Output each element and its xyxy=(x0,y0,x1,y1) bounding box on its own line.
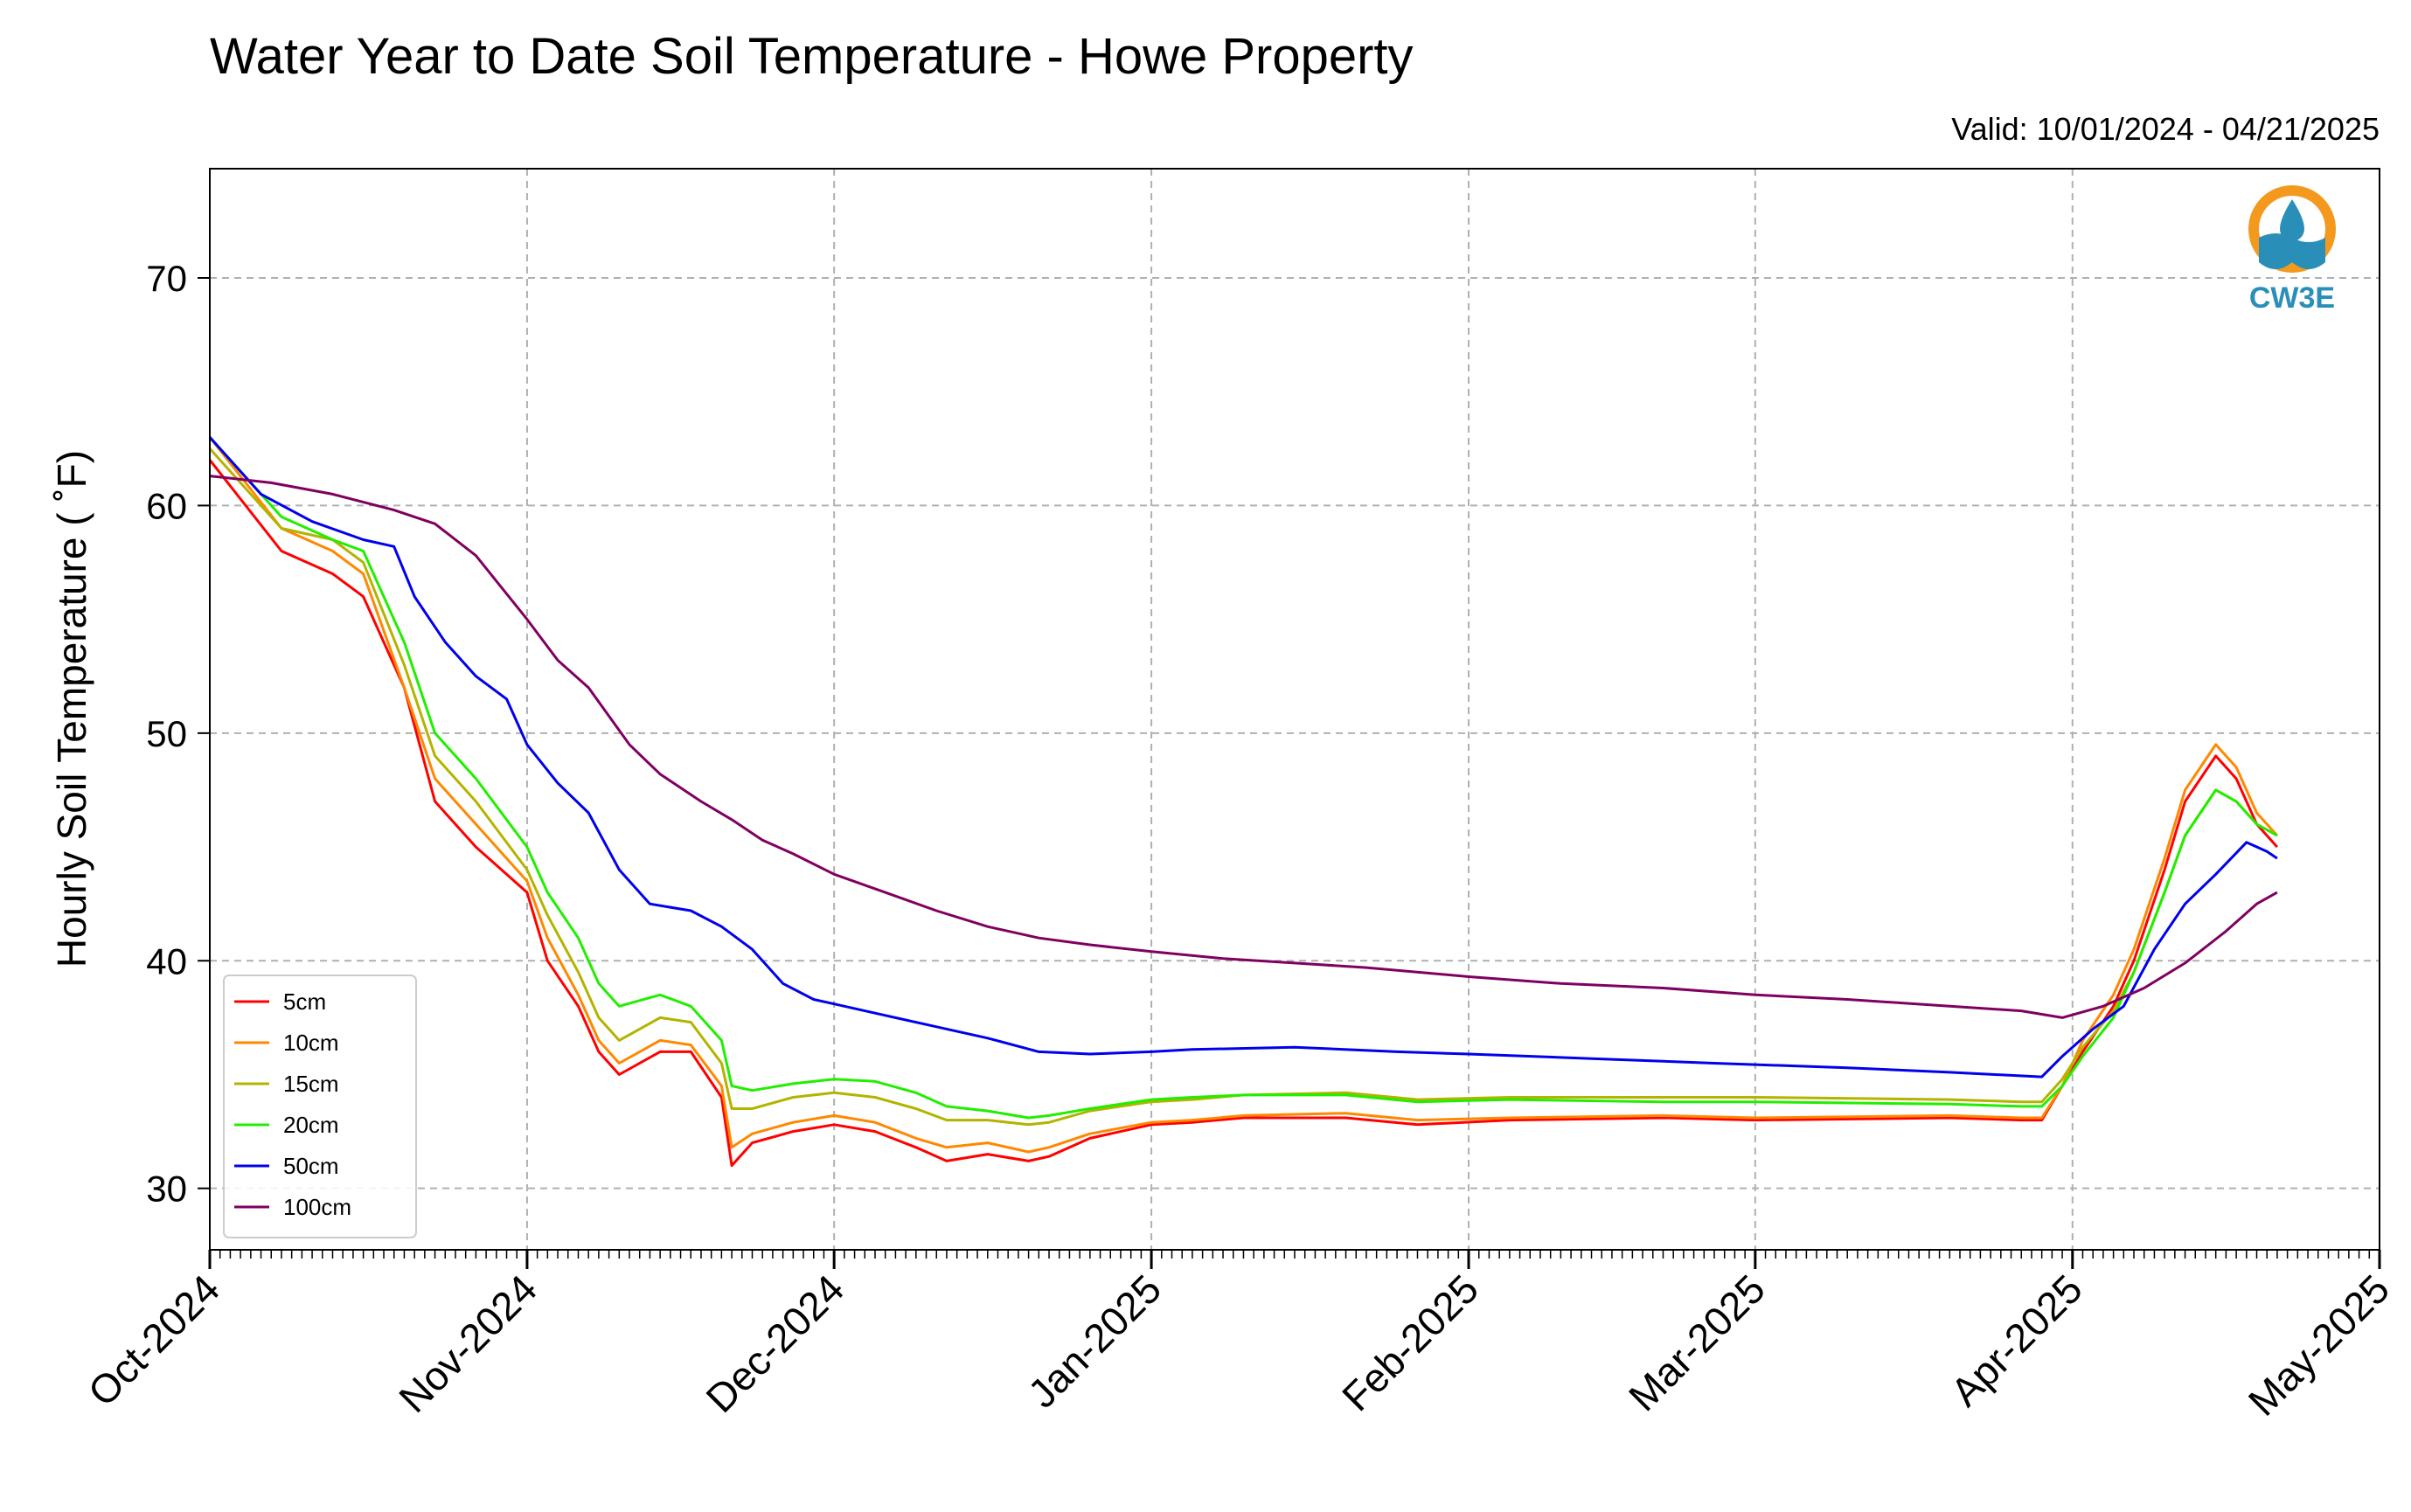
series-line-50cm xyxy=(208,436,2278,1079)
legend: 5cm 10cm 15cm 20cm 50cm 100cm xyxy=(223,974,417,1238)
legend-label: 20cm xyxy=(283,1112,339,1138)
y-tick-label: 60 xyxy=(146,485,187,526)
series-line-20cm xyxy=(208,436,2278,1120)
series-line-10cm xyxy=(208,436,2279,1154)
y-tick-label: 50 xyxy=(146,713,187,754)
cw3e-logo: CW3E xyxy=(2248,185,2336,315)
y-axis-label: Hourly Soil Temperature ( ˚F) xyxy=(49,450,94,968)
y-tick-label: 70 xyxy=(146,258,187,299)
legend-label: 15cm xyxy=(283,1071,339,1097)
chart-title: Water Year to Date Soil Temperature - Ho… xyxy=(210,28,1414,85)
logo-wave-icon xyxy=(2259,233,2325,269)
chart-subtitle: Valid: 10/01/2024 - 04/21/2025 xyxy=(1951,111,2380,147)
legend-label: 100cm xyxy=(283,1194,351,1220)
legend-label: 50cm xyxy=(283,1153,339,1179)
legend-label: 10cm xyxy=(283,1030,339,1056)
series-lines xyxy=(208,436,2279,1168)
series-line-100cm xyxy=(209,475,2278,1019)
legend-box xyxy=(223,974,417,1238)
logo-droplet-icon xyxy=(2280,199,2304,241)
series-line-15cm xyxy=(208,447,2278,1127)
y-tick-label: 40 xyxy=(146,940,187,981)
logo-text: CW3E xyxy=(2249,281,2335,315)
legend-label: 5cm xyxy=(283,988,326,1015)
y-tick-label: 30 xyxy=(146,1169,187,1210)
